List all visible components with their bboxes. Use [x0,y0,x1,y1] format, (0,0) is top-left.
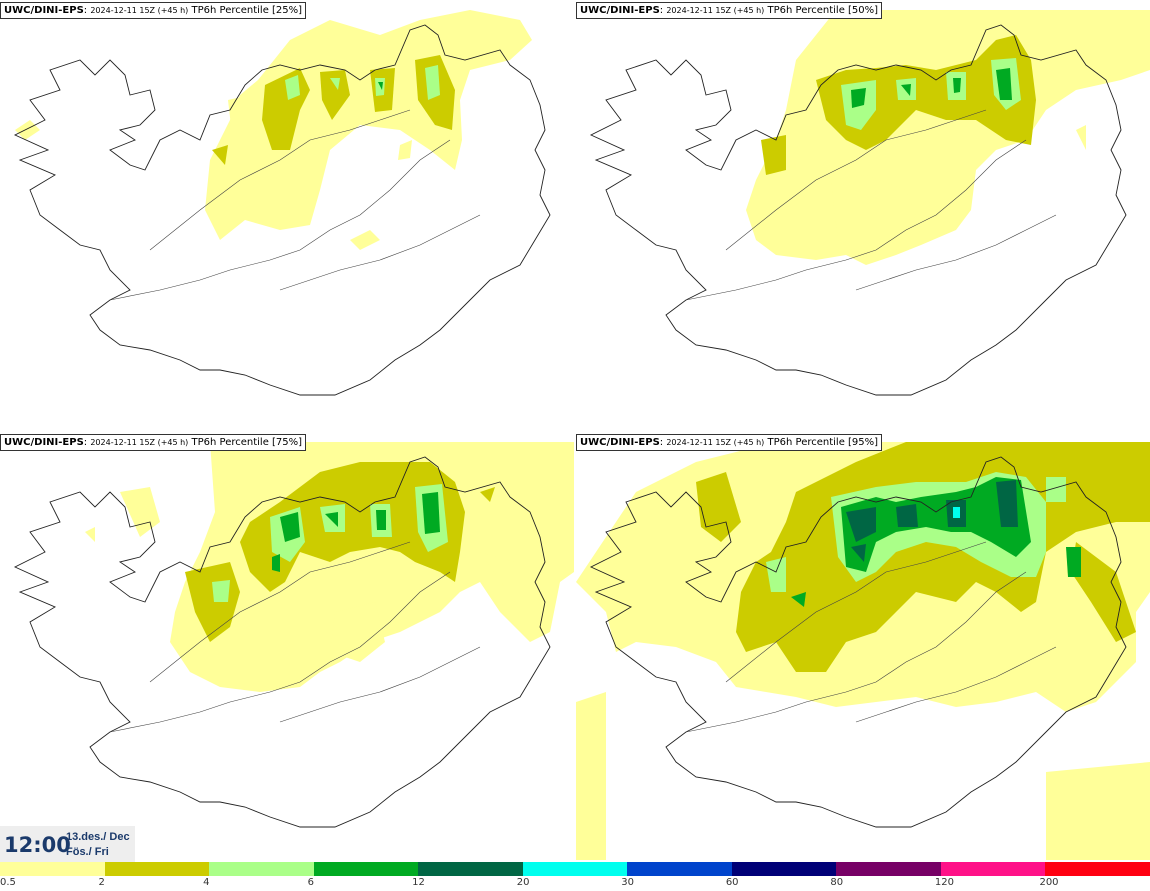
iceland-outline [13,456,551,828]
field-name: TP6h Percentile [95%] [767,437,879,448]
valid-date: 13.des./ Dec [66,831,130,843]
legend-tick-label: 2 [98,877,105,888]
precip-shading [15,10,532,250]
field-name: TP6h Percentile [25%] [191,5,303,16]
field-name: TP6h Percentile [50%] [767,5,879,16]
legend-swatch [731,862,838,876]
legend-tick-label: 30 [621,877,634,888]
legend-swatch [104,862,211,876]
legend-swatch [209,862,315,876]
legend-swatch [313,862,420,876]
precip-shading [85,442,574,692]
legend-swatch [418,862,524,876]
precip-shading [576,442,1150,860]
run-time: 2024-12-11 15Z (+45 h) [666,438,765,447]
map-panel-p50: UWC/DINI-EPS: 2024-12-11 15Z (+45 h) TP6… [576,0,1150,428]
map-panel-p75: UWC/DINI-EPS: 2024-12-11 15Z (+45 h) TP6… [0,432,574,860]
legend-tick-label: 20 [516,877,530,888]
legend-swatch [940,862,1047,876]
run-time: 2024-12-11 15Z (+45 h) [666,6,765,15]
legend-tick-label: 200 [1039,877,1059,888]
iceland-outline [589,24,1127,396]
run-time: 2024-12-11 15Z (+45 h) [90,6,189,15]
iceland-outline [589,456,1127,828]
precip-map [576,442,1150,860]
model-name: UWC/DINI-EPS [580,437,660,448]
legend-tick-label: 4 [203,877,210,888]
field-name: TP6h Percentile [75%] [191,437,303,448]
model-name: UWC/DINI-EPS [4,437,84,448]
legend-tick-label: 0.5 [0,877,16,888]
roads [685,541,1057,733]
panel-title: UWC/DINI-EPS: 2024-12-11 15Z (+45 h) TP6… [576,2,883,19]
panel-title: UWC/DINI-EPS: 2024-12-11 15Z (+45 h) TP6… [0,434,307,451]
map-panel-p25: UWC/DINI-EPS: 2024-12-11 15Z (+45 h) TP6… [0,0,574,428]
roads [685,109,1057,301]
model-name: UWC/DINI-EPS [4,5,84,16]
roads [109,541,481,733]
legend-tick-label: 80 [830,877,844,888]
legend-swatch [627,862,733,876]
valid-time-box: 12:00 13.des./ Dec Fös./ Fri [0,826,135,862]
model-name: UWC/DINI-EPS [580,5,660,16]
run-time: 2024-12-11 15Z (+45 h) [90,438,189,447]
legend-swatch [836,862,942,876]
legend-tick-label: 12 [412,877,425,888]
legend-tick-label: 6 [307,877,314,888]
legend-swatch [522,862,629,876]
panel-title: UWC/DINI-EPS: 2024-12-11 15Z (+45 h) TP6… [576,434,883,451]
iceland-outline [13,24,551,396]
roads [109,109,481,301]
precip-shading [746,10,1150,265]
precip-map [13,10,551,396]
precip-map [13,442,574,828]
legend-tick-label: 60 [725,877,739,888]
legend-swatch [0,862,106,876]
panel-title: UWC/DINI-EPS: 2024-12-11 15Z (+45 h) TP6… [0,2,307,19]
legend-swatch [1045,862,1150,876]
precip-map [589,10,1150,396]
legend-tick-label: 120 [934,877,954,888]
valid-weekday: Fös./ Fri [66,846,109,858]
valid-hour: 12:00 [4,833,71,857]
map-panel-p95: UWC/DINI-EPS: 2024-12-11 15Z (+45 h) TP6… [576,432,1150,860]
precip-color-legend: 0.5 2 4 6 12 20 30 60 80 120 200 [0,862,1150,891]
